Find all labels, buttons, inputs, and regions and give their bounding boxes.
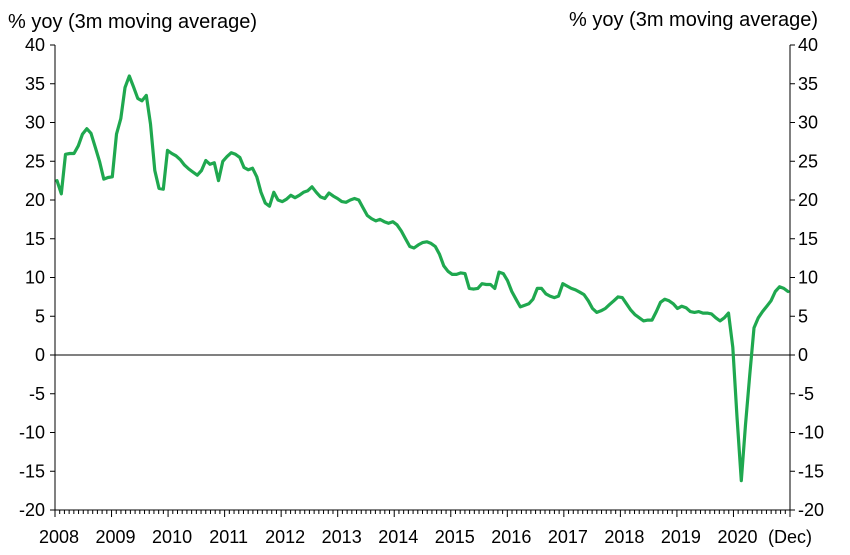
y-tick-label-right: -20 (798, 500, 824, 520)
x-tick-label: 2013 (322, 527, 362, 547)
left-axis-label: % yoy (3m moving average) (8, 11, 257, 33)
x-tick-label: 2010 (152, 527, 192, 547)
y-tick-label-right: 25 (798, 151, 818, 171)
x-tick-label: 2014 (378, 527, 418, 547)
x-tick-label: 2020 (717, 527, 757, 547)
y-tick-label-left: -10 (19, 423, 45, 443)
y-tick-label-right: 20 (798, 190, 818, 210)
y-tick-label-right: 30 (798, 113, 818, 133)
y-tick-label-left: 40 (25, 35, 45, 55)
x-tick-label: (Dec) (768, 527, 812, 547)
series-layer (55, 74, 790, 483)
x-tick-label: 2015 (435, 527, 475, 547)
y-tick-label-right: 5 (798, 306, 808, 326)
y-tick-label-left: -15 (19, 461, 45, 481)
y-tick-label-right: 15 (798, 229, 818, 249)
y-tick-label-left: 25 (25, 151, 45, 171)
y-tick-label-right: -10 (798, 423, 824, 443)
y-tick-label-right: 35 (798, 74, 818, 94)
x-tick-label: 2016 (491, 527, 531, 547)
y-tick-label-right: 10 (798, 268, 818, 288)
series-line (55, 74, 790, 483)
x-tick-label: 2008 (39, 527, 79, 547)
y-tick-label-left: -20 (19, 500, 45, 520)
y-tick-label-right: -15 (798, 461, 824, 481)
x-tick-label: 2012 (265, 527, 305, 547)
y-tick-label-left: 30 (25, 113, 45, 133)
right-axis-label: % yoy (3m moving average) (569, 9, 818, 31)
y-tick-label-left: 15 (25, 229, 45, 249)
y-tick-label-left: 5 (35, 306, 45, 326)
y-tick-label-right: 0 (798, 345, 808, 365)
y-tick-label-right: 40 (798, 35, 818, 55)
y-tick-label-left: 10 (25, 268, 45, 288)
x-tick-label: 2017 (548, 527, 588, 547)
x-tick-label: 2009 (96, 527, 136, 547)
x-tick-label: 2019 (661, 527, 701, 547)
y-tick-label-left: 35 (25, 74, 45, 94)
y-tick-label-left: 20 (25, 190, 45, 210)
y-tick-label-right: -5 (798, 384, 814, 404)
x-tick-label: 2011 (209, 527, 248, 547)
y-tick-label-left: -5 (29, 384, 45, 404)
x-tick-label: 2018 (604, 527, 644, 547)
axes (50, 44, 795, 517)
y-tick-label-left: 0 (35, 345, 45, 365)
